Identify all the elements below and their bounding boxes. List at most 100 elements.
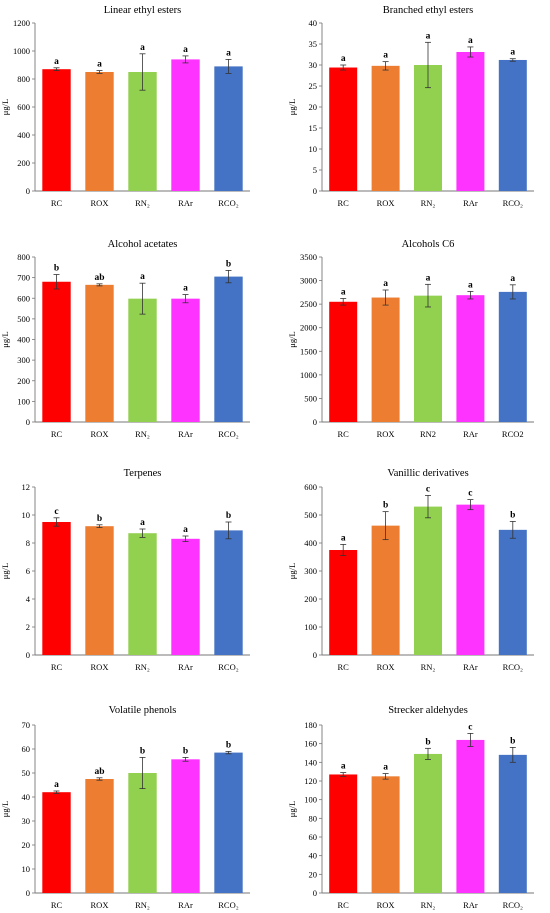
y-tick-label: 300 [304,566,317,576]
bar-rox [85,526,114,655]
y-axis-label: μg/L [0,99,10,115]
y-tick-label: 200 [17,158,30,168]
significance-letter: b [510,736,515,746]
x-tick-label: RAr [178,429,193,439]
y-tick-label: 100 [304,795,317,805]
x-tick-label: RN2 [420,429,436,439]
bar-rco2 [214,66,243,191]
y-tick-label: 0 [313,888,317,898]
y-tick-label: 35 [309,39,318,49]
chart-panel: Linear ethyl esters μg/L 0 200 400 600 800 1000… [0,5,250,208]
significance-letter: b [226,259,231,269]
x-tick-label: ROX [377,900,395,910]
x-tick-label: RCO₂ [218,900,238,910]
bar-rc [42,281,71,422]
x-tick-label: RC [51,429,63,439]
chart-panel: Vanillic derivatives μg/L 0 100 200 300 400 500… [287,468,534,672]
x-tick-label: RN₂ [135,900,150,910]
x-tick-label: RN₂ [421,198,436,208]
bar-rar [171,759,200,893]
bar-rn2 [128,533,157,655]
bar-rc [329,67,358,191]
y-tick-label: 600 [17,102,30,112]
y-axis-label: μg/L [0,801,10,817]
y-tick-label: 200 [17,376,30,386]
significance-letter: ab [94,273,104,283]
y-tick-label: 30 [309,60,318,70]
bar-rco2 [498,291,527,422]
significance-letter: a [183,45,188,55]
y-tick-label: 700 [17,273,30,283]
y-tick-label: 100 [17,396,30,406]
x-tick-label: RC [51,198,63,208]
y-tick-label: 4 [26,594,31,604]
x-tick-label: ROX [377,662,395,672]
x-tick-label: RN₂ [135,662,150,672]
chart-panel: Alcohol acetates μg/L 0 100 200 300 400 500 600 7… [0,239,250,439]
chart-title: Vanillic derivatives [387,468,468,479]
bar-rox [371,525,400,655]
bar-rco2 [498,529,527,655]
x-tick-label: RCO₂ [503,662,523,672]
chart-title: Linear ethyl esters [104,5,182,16]
y-tick-label: 2500 [300,299,317,309]
bar-rar [456,51,485,192]
x-tick-label: ROX [91,900,109,910]
y-tick-label: 8 [26,538,30,548]
significance-letter: a [54,57,59,67]
chart-title: Strecker aldehydes [388,705,468,716]
y-tick-label: 0 [313,650,317,660]
x-tick-label: RAr [463,429,478,439]
y-tick-label: 600 [17,293,30,303]
x-tick-label: ROX [377,429,395,439]
chart-title: Alcohol acetates [108,239,178,250]
significance-letter: a [468,280,473,290]
x-tick-label: RAr [463,662,478,672]
x-tick-label: RC [338,198,350,208]
y-tick-label: 5 [313,165,317,175]
y-tick-label: 70 [22,720,31,730]
y-tick-label: 10 [22,510,31,520]
y-tick-label: 50 [22,768,31,778]
y-tick-label: 10 [309,144,318,154]
x-tick-label: RC [338,900,350,910]
y-tick-label: 1000 [13,46,30,56]
y-tick-label: 500 [17,314,30,324]
significance-letter: c [54,507,58,517]
bar-rc [42,792,71,893]
y-axis-label: μg/L [287,99,297,115]
y-tick-label: 25 [309,81,318,91]
significance-letter: a [510,48,515,58]
y-tick-label: 3000 [300,276,317,286]
bar-rn2 [128,72,157,191]
y-tick-label: 100 [304,622,317,632]
significance-letter: c [468,722,472,732]
y-tick-label: 120 [304,776,317,786]
significance-letter: a [341,533,346,543]
x-tick-label: RC [338,429,350,439]
significance-letter: a [383,51,388,61]
y-tick-label: 0 [26,650,30,660]
y-axis-label: μg/L [287,563,297,579]
y-tick-label: 800 [17,74,30,84]
chart-title: Volatile phenols [109,705,177,716]
y-tick-label: 40 [309,851,318,861]
y-tick-label: 140 [304,757,317,767]
y-tick-label: 180 [304,720,317,730]
x-tick-label: RN₂ [421,662,436,672]
y-axis-label: μg/L [287,331,297,347]
y-tick-label: 500 [304,393,317,403]
bar-rn2 [128,298,157,422]
x-tick-label: RN₂ [135,429,150,439]
y-tick-label: 500 [304,510,317,520]
significance-letter: a [383,279,388,289]
bar-rco2 [214,530,243,655]
y-tick-label: 40 [22,792,31,802]
bar-rco2 [214,276,243,422]
bar-rc [329,550,358,655]
x-tick-label: RN₂ [421,900,436,910]
significance-letter: c [468,489,472,499]
bar-rar [456,739,485,893]
y-tick-label: 400 [17,130,30,140]
